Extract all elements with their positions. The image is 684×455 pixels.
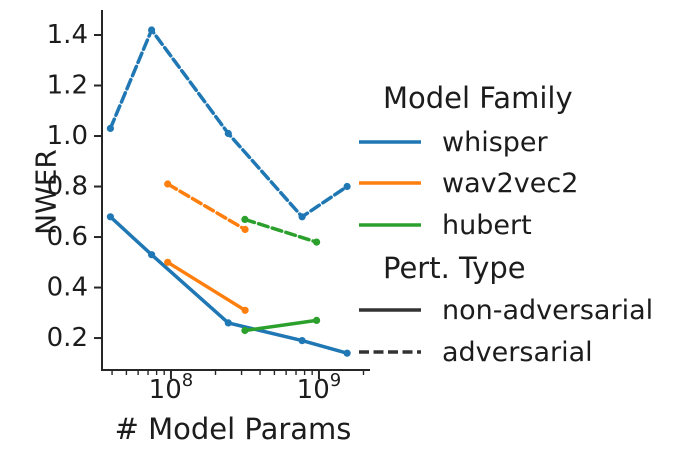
series-marker-wav2vec2-non-adversarial [164, 258, 172, 266]
series-marker-hubert-non-adversarial [241, 326, 249, 335]
series-marker-whisper-adversarial [224, 129, 232, 138]
y-tick-label: 0.4 [47, 273, 88, 303]
x-axis-label: # Model Params [114, 412, 352, 446]
series-marker-whisper-non-adversarial [106, 213, 114, 221]
series-marker-whisper-adversarial [106, 124, 114, 132]
x-tick-label: 109 [297, 370, 342, 405]
y-tick-label: 1.4 [47, 20, 88, 50]
series-marker-whisper-non-adversarial [343, 349, 351, 357]
y-tick-label: 1.0 [47, 121, 88, 151]
y-tick-label: 0.6 [47, 222, 88, 252]
series-marker-hubert-non-adversarial [313, 316, 321, 324]
series-line-wav2vec2-non-adversarial [165, 260, 247, 313]
series-marker-hubert-adversarial [313, 238, 321, 246]
series-line-hubert-adversarial [243, 217, 319, 244]
series-marker-wav2vec2-adversarial [241, 225, 249, 234]
series-marker-whisper-non-adversarial [148, 251, 156, 259]
series-line-hubert-non-adversarial [243, 318, 319, 333]
series-marker-whisper-adversarial [343, 182, 351, 191]
series-marker-whisper-adversarial [148, 26, 156, 34]
x-tick-label: 108 [149, 370, 194, 405]
series-marker-whisper-non-adversarial [224, 319, 232, 327]
y-tick-label: 0.8 [47, 172, 88, 202]
series-marker-wav2vec2-non-adversarial [241, 306, 249, 314]
y-tick-label: 0.2 [47, 323, 88, 353]
series-marker-whisper-non-adversarial [298, 337, 306, 345]
y-tick-label: 1.2 [47, 71, 88, 101]
y-axis-label: NWER [29, 149, 63, 235]
series-line-wav2vec2-adversarial [165, 182, 247, 232]
series-marker-wav2vec2-adversarial [164, 180, 172, 188]
series-line-whisper-adversarial [108, 28, 349, 219]
series-marker-hubert-adversarial [241, 215, 249, 223]
series-marker-whisper-adversarial [298, 213, 306, 221]
series-line-whisper-non-adversarial [108, 215, 349, 355]
